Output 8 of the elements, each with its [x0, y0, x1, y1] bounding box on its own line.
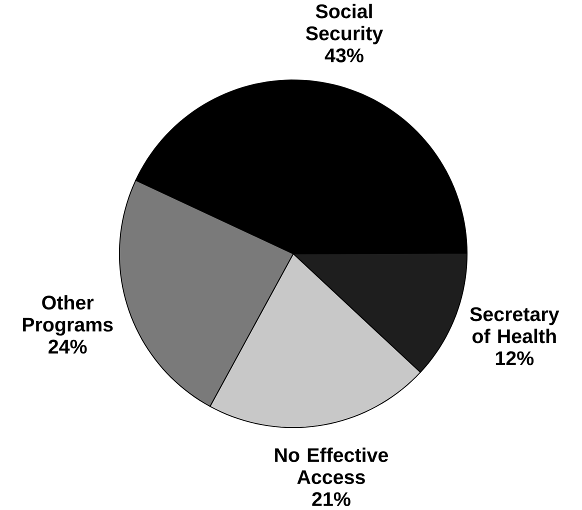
data-label: 24%: [48, 340, 87, 354]
data-label: 21%: [312, 492, 350, 506]
slice-label: No Effective Access: [275, 448, 388, 484]
slice-label: Social Security: [306, 4, 384, 44]
data-label: 43%: [324, 48, 364, 62]
slice-label: Other Programs: [22, 295, 113, 336]
data-label: 12%: [496, 351, 534, 366]
slice-label: Secretary of Health: [470, 307, 560, 344]
